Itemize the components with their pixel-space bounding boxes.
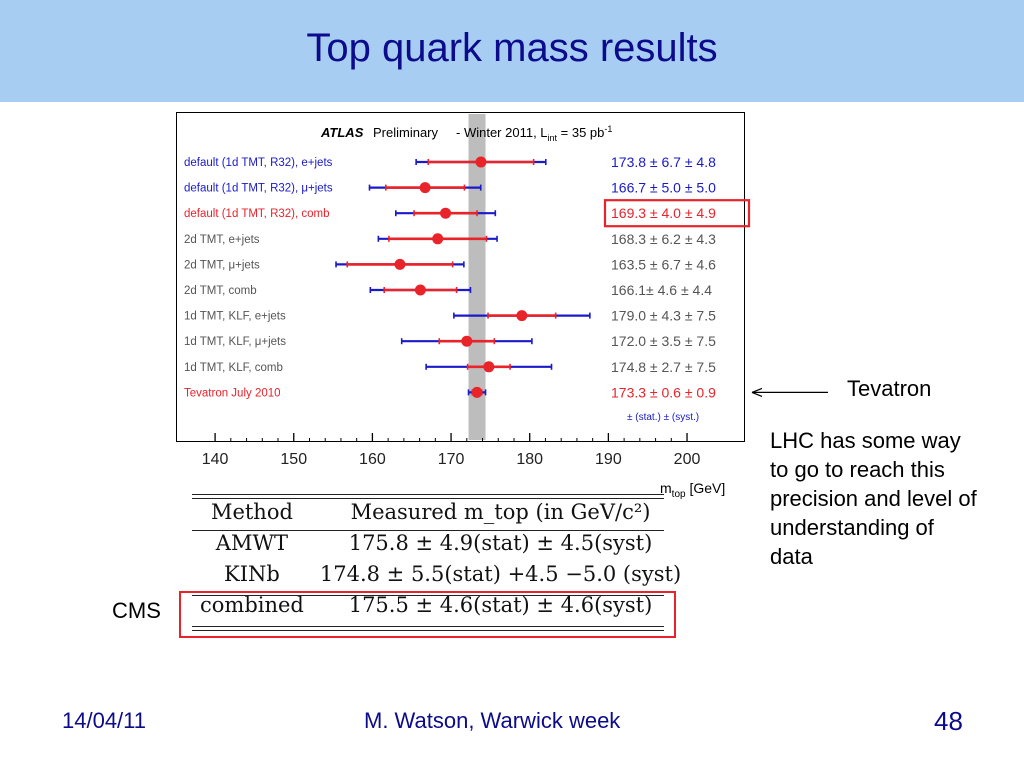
data-point — [414, 284, 426, 296]
data-point — [461, 335, 473, 347]
row-value: 174.8 ± 2.7 ± 7.5 — [611, 359, 716, 375]
tevatron-arrowhead — [751, 387, 763, 397]
row-value: 173.8 ± 6.7 ± 4.8 — [611, 154, 716, 170]
data-point — [483, 361, 495, 373]
reference-band — [468, 114, 486, 440]
lhc-note-line: data — [770, 544, 813, 569]
cms-method-kinb: KINb — [224, 561, 280, 586]
table-mid-rule — [192, 595, 664, 596]
footer-page-number: 48 — [934, 706, 963, 736]
x-axis-label: mtop [GeV] — [660, 480, 725, 500]
table-row: AMWT 175.8 ± 4.9(stat) ± 4.5(syst) — [192, 527, 689, 558]
row-label: 2d TMT, e+jets — [184, 234, 260, 246]
data-point — [419, 182, 431, 194]
lhc-note-line: to go to reach this — [770, 457, 945, 482]
plot-frame — [176, 112, 745, 442]
data-point — [516, 310, 528, 322]
cms-value-kinb: 174.8 ± 5.5(stat) +4.5 −5.0 (syst) — [319, 561, 682, 586]
row-label: 1d TMT, KLF, e+jets — [184, 311, 286, 323]
cms-method-combined: combined — [200, 592, 304, 617]
lhc-note-line: precision and level of — [770, 486, 977, 511]
data-point — [432, 233, 444, 245]
lhc-note-line: understanding of — [770, 515, 934, 540]
row-label: default (1d TMT, R32), μ+jets — [184, 183, 333, 195]
cms-header-measured: Measured m_top (in GeV/c²) — [350, 499, 651, 524]
cms-label: CMS — [112, 598, 161, 623]
cms-value-combined: 175.5 ± 4.6(stat) ± 4.6(syst) — [348, 592, 653, 617]
cms-combined-highlight — [179, 591, 676, 638]
table-header-rule — [192, 530, 664, 531]
chart-header-preliminary: Preliminary — [373, 125, 439, 140]
lhc-note-line: LHC has some way — [770, 428, 961, 453]
title-band — [0, 0, 1024, 102]
x-tick-label: 190 — [595, 451, 622, 468]
row-value: 163.5 ± 6.7 ± 4.6 — [611, 256, 716, 272]
cms-method-amwt: AMWT — [215, 530, 289, 555]
footer-author: M. Watson, Warwick week — [364, 708, 621, 733]
row-label: 1d TMT, KLF, comb — [184, 362, 283, 374]
cms-value-amwt: 175.8 ± 4.9(stat) ± 4.5(syst) — [348, 530, 653, 555]
row-label: 2d TMT, μ+jets — [184, 259, 260, 271]
x-tick-label: 170 — [438, 451, 465, 468]
row-label: 1d TMT, KLF, μ+jets — [184, 336, 286, 348]
data-point — [440, 207, 452, 219]
row-label: 2d TMT, comb — [184, 285, 257, 297]
x-tick-label: 200 — [674, 451, 701, 468]
slide-title: Top quark mass results — [306, 26, 718, 70]
chart-header-atlas: ATLAS — [320, 125, 364, 140]
row-value: 172.0 ± 3.5 ± 7.5 — [611, 333, 716, 349]
x-tick-label: 180 — [516, 451, 543, 468]
data-point — [394, 258, 406, 270]
cms-table: Method Measured m_top (in GeV/c²) AMWT 1… — [192, 496, 689, 620]
x-tick-label: 140 — [202, 451, 229, 468]
cms-header-method: Method — [210, 499, 293, 524]
cms-table-header: Method Measured m_top (in GeV/c²) — [192, 496, 689, 527]
table-top-rule — [192, 494, 664, 495]
table-row: KINb 174.8 ± 5.5(stat) +4.5 −5.0 (syst) — [192, 558, 689, 589]
chart-header-lumi: - Winter 2011, Lint = 35 pb-1 — [456, 124, 612, 143]
row-value: 179.0 ± 4.3 ± 7.5 — [611, 308, 716, 324]
table-bottom-rule — [192, 626, 664, 627]
table-row: combined 175.5 ± 4.6(stat) ± 4.6(syst) — [192, 589, 689, 620]
table-top-rule-2 — [192, 498, 664, 499]
row-value: 173.3 ± 0.6 ± 0.9 — [611, 384, 716, 400]
row-value: 168.3 ± 6.2 ± 4.3 — [611, 231, 716, 247]
data-point — [475, 156, 487, 168]
data-point — [471, 386, 483, 398]
row-label: Tevatron July 2010 — [184, 387, 281, 399]
legend-note: ± (stat.) ± (syst.) — [627, 412, 699, 423]
x-tick-label: 150 — [280, 451, 307, 468]
table-bottom-rule-2 — [192, 630, 664, 631]
row-label: default (1d TMT, R32), e+jets — [184, 157, 333, 169]
x-tick-label: 160 — [359, 451, 386, 468]
tevatron-label: Tevatron — [847, 376, 932, 401]
highlight-box — [603, 199, 751, 228]
row-value: 166.7 ± 5.0 ± 5.0 — [611, 180, 716, 196]
lhc-note: LHC has some way to go to reach this pre… — [770, 426, 1020, 571]
row-label: default (1d TMT, R32), comb — [184, 208, 330, 220]
footer-date: 14/04/11 — [62, 708, 147, 733]
row-value: 169.3 ± 4.0 ± 4.9 — [611, 205, 716, 221]
row-value: 166.1± 4.6 ± 4.4 — [611, 282, 712, 298]
